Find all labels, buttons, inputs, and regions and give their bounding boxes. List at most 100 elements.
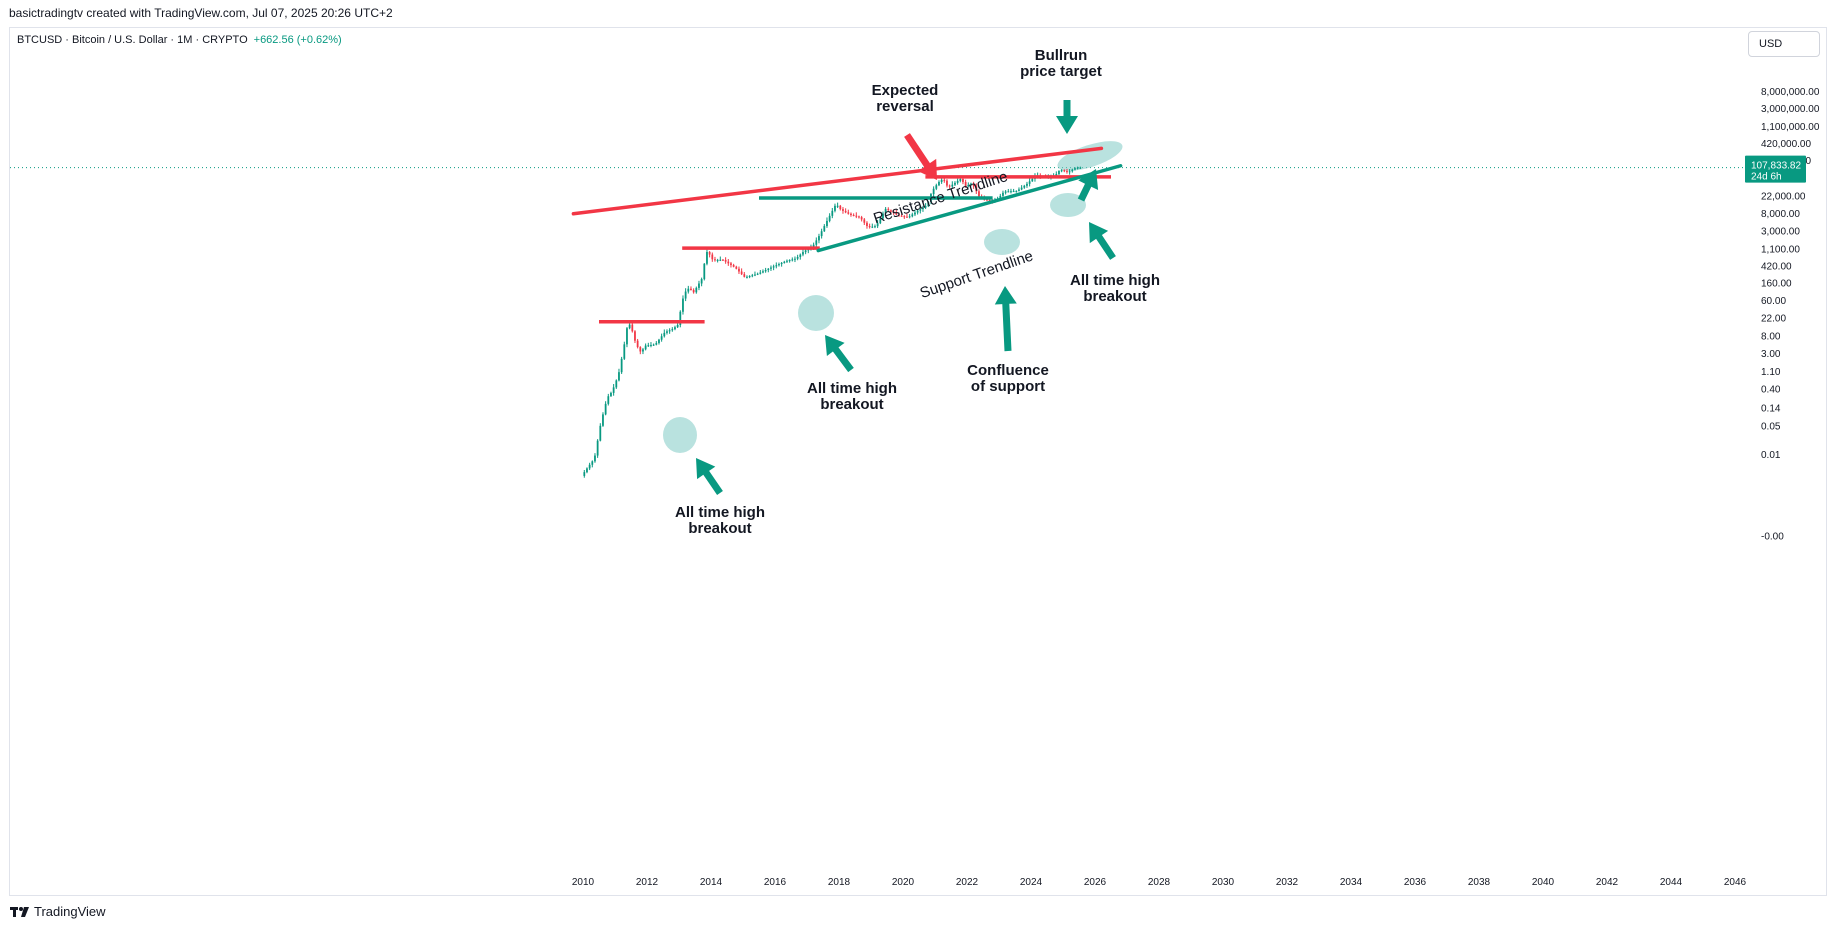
candle-body <box>690 288 692 290</box>
candle-body <box>740 271 743 275</box>
y-tick-label: 8,000,000.00 <box>1761 87 1820 98</box>
x-tick-label: 2022 <box>956 877 979 888</box>
candle-body <box>922 207 924 210</box>
breakout-highlight <box>663 417 697 453</box>
y-tick-label: 1.10 <box>1761 367 1781 378</box>
candle-body <box>1007 191 1010 193</box>
candle-body <box>802 252 804 255</box>
candle-body <box>1068 171 1071 173</box>
candle-body <box>847 212 850 214</box>
trendline-label: Support Trendline <box>918 247 1036 302</box>
candle-body <box>663 332 666 337</box>
candle-body <box>631 324 634 332</box>
candle-body <box>967 184 970 187</box>
y-tick-label: 22,000.00 <box>1761 191 1806 202</box>
candle-body <box>682 298 684 312</box>
candle-body <box>916 210 919 213</box>
candle-body <box>1004 191 1007 193</box>
candle-body <box>660 336 663 340</box>
candle-body <box>906 216 908 218</box>
candle-body <box>700 279 703 284</box>
candle-body <box>754 274 756 276</box>
candle-body <box>634 331 636 341</box>
candle-body <box>820 231 823 237</box>
x-tick-label: 2018 <box>828 877 851 888</box>
candle-body <box>618 372 620 381</box>
annotation-text: Confluence <box>967 362 1049 379</box>
candle-body <box>892 211 895 214</box>
candle-body <box>722 259 724 261</box>
currency-button[interactable]: USD <box>1748 31 1820 57</box>
candle-body <box>823 226 826 232</box>
candle-body <box>879 218 882 224</box>
candle-body <box>895 213 898 215</box>
candle-body <box>775 265 778 267</box>
y-tick-label: -0.00 <box>1761 532 1784 543</box>
x-tick-label: 2012 <box>636 877 659 888</box>
y-tick-label: 0.40 <box>1761 385 1781 396</box>
x-tick-label: 2034 <box>1340 877 1363 888</box>
candle-body <box>1026 183 1028 186</box>
annotation-text: reversal <box>876 98 934 115</box>
candle-body <box>708 251 711 255</box>
y-tick-label: 420,000.00 <box>1761 139 1811 150</box>
y-tick-label: 3,000.00 <box>1761 227 1800 238</box>
candle-body <box>796 257 799 259</box>
candle-body <box>786 260 788 262</box>
candle-body <box>1031 178 1034 182</box>
candle-body <box>711 254 714 260</box>
candle-body <box>834 205 836 211</box>
candle-body <box>684 291 687 299</box>
candle-body <box>636 340 639 348</box>
candle-body <box>964 181 967 187</box>
candle-body <box>884 208 887 214</box>
price-tag-value: 107,833.82 <box>1751 161 1801 172</box>
candle-body <box>844 210 847 213</box>
candle-body <box>908 216 911 218</box>
candle-body <box>759 272 762 274</box>
x-tick-label: 2042 <box>1596 877 1619 888</box>
candle-body <box>938 181 940 186</box>
annotation-arrow <box>1077 169 1099 202</box>
candle-body <box>719 259 722 261</box>
trendline <box>571 146 1104 216</box>
candle-body <box>972 183 975 187</box>
x-tick-label: 2046 <box>1724 877 1747 888</box>
y-tick-label: 0.14 <box>1761 403 1781 414</box>
candle-body <box>903 216 906 218</box>
candle-body <box>620 358 623 373</box>
candle-body <box>610 392 612 397</box>
x-tick-label: 2016 <box>764 877 787 888</box>
annotation-text: All time high <box>807 380 897 397</box>
candle-body <box>946 180 948 186</box>
candle-body <box>1071 169 1074 172</box>
candle-body <box>919 209 922 211</box>
candle-body <box>679 311 682 325</box>
candle-body <box>1020 187 1023 190</box>
candle-body <box>738 268 740 272</box>
candle-body <box>644 345 647 350</box>
candle-body <box>639 347 642 352</box>
candle-body <box>1055 174 1058 176</box>
candle-body <box>815 240 818 245</box>
candle-body <box>1002 192 1004 196</box>
candle-body <box>943 179 946 181</box>
candle-body <box>842 209 844 211</box>
candle-body <box>850 213 852 216</box>
candle-body <box>868 226 871 228</box>
candle-body <box>751 275 754 277</box>
x-tick-label: 2044 <box>1660 877 1683 888</box>
symbol-line: BTCUSD · Bitcoin / U.S. Dollar · 1M · CR… <box>17 34 248 46</box>
x-tick-label: 2010 <box>572 877 595 888</box>
candle-body <box>583 472 586 476</box>
candle-body <box>788 260 791 262</box>
candle-body <box>855 215 858 217</box>
breakout-highlight <box>1057 141 1123 171</box>
candle-body <box>860 217 863 220</box>
candle-body <box>826 220 828 227</box>
candle-body <box>887 208 890 211</box>
y-tick-label: 0.05 <box>1761 422 1781 433</box>
candle-body <box>1063 170 1066 172</box>
candle-body <box>746 276 748 278</box>
